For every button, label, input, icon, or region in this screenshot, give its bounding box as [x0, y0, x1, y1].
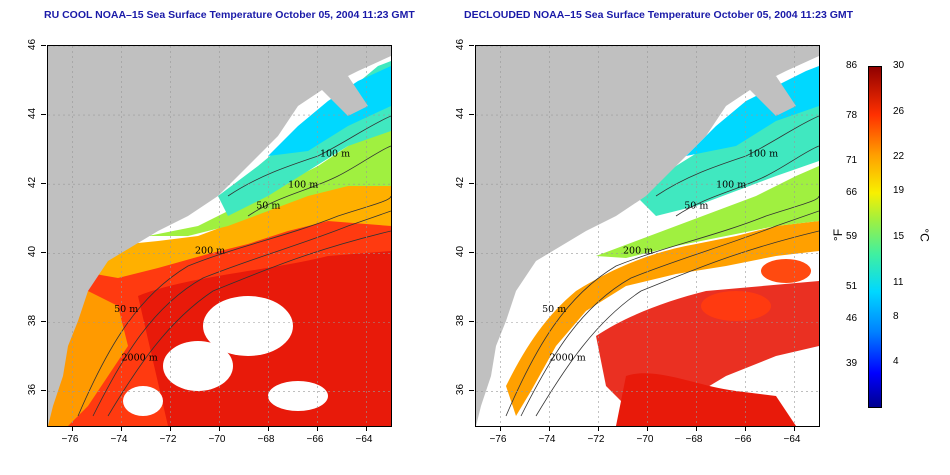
- land: [476, 46, 819, 426]
- x-tick-label: −74: [110, 434, 128, 445]
- fahrenheit-tick-label: 39: [846, 357, 858, 369]
- sst-field: [506, 66, 819, 426]
- land: [48, 46, 391, 426]
- x-tick-mark: [365, 426, 367, 431]
- fahrenheit-tick-label: 78: [846, 110, 858, 122]
- x-tick-label: −68: [257, 434, 275, 445]
- contour-depth-label: 2000 m: [122, 352, 158, 363]
- bathymetry-contours: [77, 115, 391, 417]
- fahrenheit-tick-label: 46: [846, 313, 858, 325]
- x-tick-mark: [793, 426, 795, 431]
- x-tick-label: −68: [685, 434, 703, 445]
- celsius-tick-label: 11: [893, 276, 904, 288]
- y-tick-mark: [41, 252, 46, 254]
- celsius-tick-label: 22: [893, 151, 905, 163]
- celsius-tick-label: 4: [893, 356, 899, 368]
- y-tick-label: 38: [27, 315, 39, 327]
- x-tick-label: −70: [636, 434, 654, 445]
- celsius-tick-label: 19: [893, 185, 905, 197]
- y-tick-label: 46: [455, 38, 467, 51]
- fahrenheit-tick-label: 86: [846, 60, 858, 71]
- grid-lines: [48, 46, 391, 426]
- y-tick-mark: [41, 321, 46, 323]
- celsius-tick-label: 8: [893, 310, 899, 322]
- x-tick-label: −66: [306, 434, 324, 445]
- x-tick-mark: [267, 426, 269, 431]
- contour-depth-label: 50 m: [542, 304, 566, 315]
- contour-depth-label: 200 m: [195, 245, 225, 256]
- x-tick-mark: [695, 426, 697, 431]
- contour-labels: 100 m 100 m 50 m 200 m 50 m 2000 m: [542, 149, 778, 364]
- sst-map-clouded: 100 m 100 m 50 m 200 m 50 m 2000 m: [47, 45, 392, 427]
- contour-depth-label: 50 m: [684, 200, 708, 211]
- bathymetry-contours: [505, 115, 819, 417]
- fahrenheit-unit: °F: [831, 228, 846, 242]
- y-tick-mark: [469, 252, 474, 254]
- y-tick-mark: [469, 183, 474, 185]
- fahrenheit-tick-label: 59: [846, 231, 858, 242]
- contour-depth-label: 100 m: [320, 149, 350, 160]
- y-tick-mark: [469, 45, 474, 46]
- y-tick-mark: [469, 390, 474, 392]
- y-tick-label: 46: [27, 38, 39, 51]
- celsius-tick-label: 26: [893, 105, 905, 117]
- contour-depth-label: 2000 m: [550, 352, 586, 363]
- x-tick-mark: [499, 426, 501, 431]
- contour-depth-label: 200 m: [623, 245, 653, 256]
- x-tick-label: −76: [489, 434, 507, 445]
- y-tick-mark: [41, 114, 46, 116]
- y-tick-label: 38: [455, 315, 467, 327]
- x-tick-mark: [744, 426, 746, 431]
- y-tick-label: 40: [27, 246, 39, 258]
- panel-title-left: RU COOL NOAA–15 Sea Surface Temperature …: [44, 9, 415, 21]
- y-tick-label: 36: [27, 384, 39, 396]
- x-tick-mark: [597, 426, 599, 431]
- y-tick-label: 40: [455, 246, 467, 258]
- x-tick-mark: [169, 426, 171, 431]
- x-tick-mark: [316, 426, 318, 431]
- y-tick-mark: [469, 321, 474, 323]
- y-tick-label: 36: [455, 384, 467, 396]
- celsius-tick-label: 30: [893, 60, 905, 71]
- x-tick-label: −76: [61, 434, 79, 445]
- y-tick-mark: [41, 183, 46, 185]
- x-tick-mark: [646, 426, 648, 431]
- contour-depth-label: 50 m: [114, 304, 138, 315]
- contour-depth-label: 50 m: [256, 200, 280, 211]
- y-tick-label: 42: [455, 177, 467, 189]
- y-tick-mark: [41, 390, 46, 392]
- fahrenheit-tick-label: 66: [846, 186, 858, 198]
- contour-depth-label: 100 m: [748, 149, 778, 160]
- x-tick-label: −74: [538, 434, 556, 445]
- x-tick-label: −64: [355, 434, 373, 445]
- contour-depth-label: 100 m: [288, 180, 318, 191]
- y-tick-label: 42: [27, 177, 39, 189]
- fahrenheit-tick-label: 51: [846, 281, 858, 293]
- contour-depth-label: 100 m: [716, 180, 746, 191]
- temperature-colorbar: [868, 66, 882, 408]
- y-tick-label: 44: [27, 108, 39, 120]
- y-tick-label: 44: [455, 108, 467, 120]
- x-tick-mark: [71, 426, 73, 431]
- x-tick-mark: [548, 426, 550, 431]
- contour-labels: 100 m 100 m 50 m 200 m 50 m 2000 m: [114, 149, 350, 364]
- x-tick-mark: [218, 426, 220, 431]
- panel-title-right: DECLOUDED NOAA–15 Sea Surface Temperatur…: [464, 9, 854, 21]
- x-tick-label: −70: [208, 434, 226, 445]
- fahrenheit-tick-label: 71: [846, 154, 858, 166]
- x-tick-label: −72: [587, 434, 605, 445]
- grid-lines: [476, 46, 819, 426]
- x-tick-label: −72: [159, 434, 177, 445]
- celsius-tick-label: 15: [893, 231, 905, 242]
- y-tick-mark: [469, 114, 474, 116]
- y-tick-mark: [41, 45, 46, 46]
- x-tick-label: −64: [783, 434, 801, 445]
- x-tick-label: −66: [734, 434, 752, 445]
- celsius-unit: °C: [917, 228, 932, 242]
- sst-map-declouded: 100 m 100 m 50 m 200 m 50 m 2000 m: [475, 45, 820, 427]
- x-tick-mark: [120, 426, 122, 431]
